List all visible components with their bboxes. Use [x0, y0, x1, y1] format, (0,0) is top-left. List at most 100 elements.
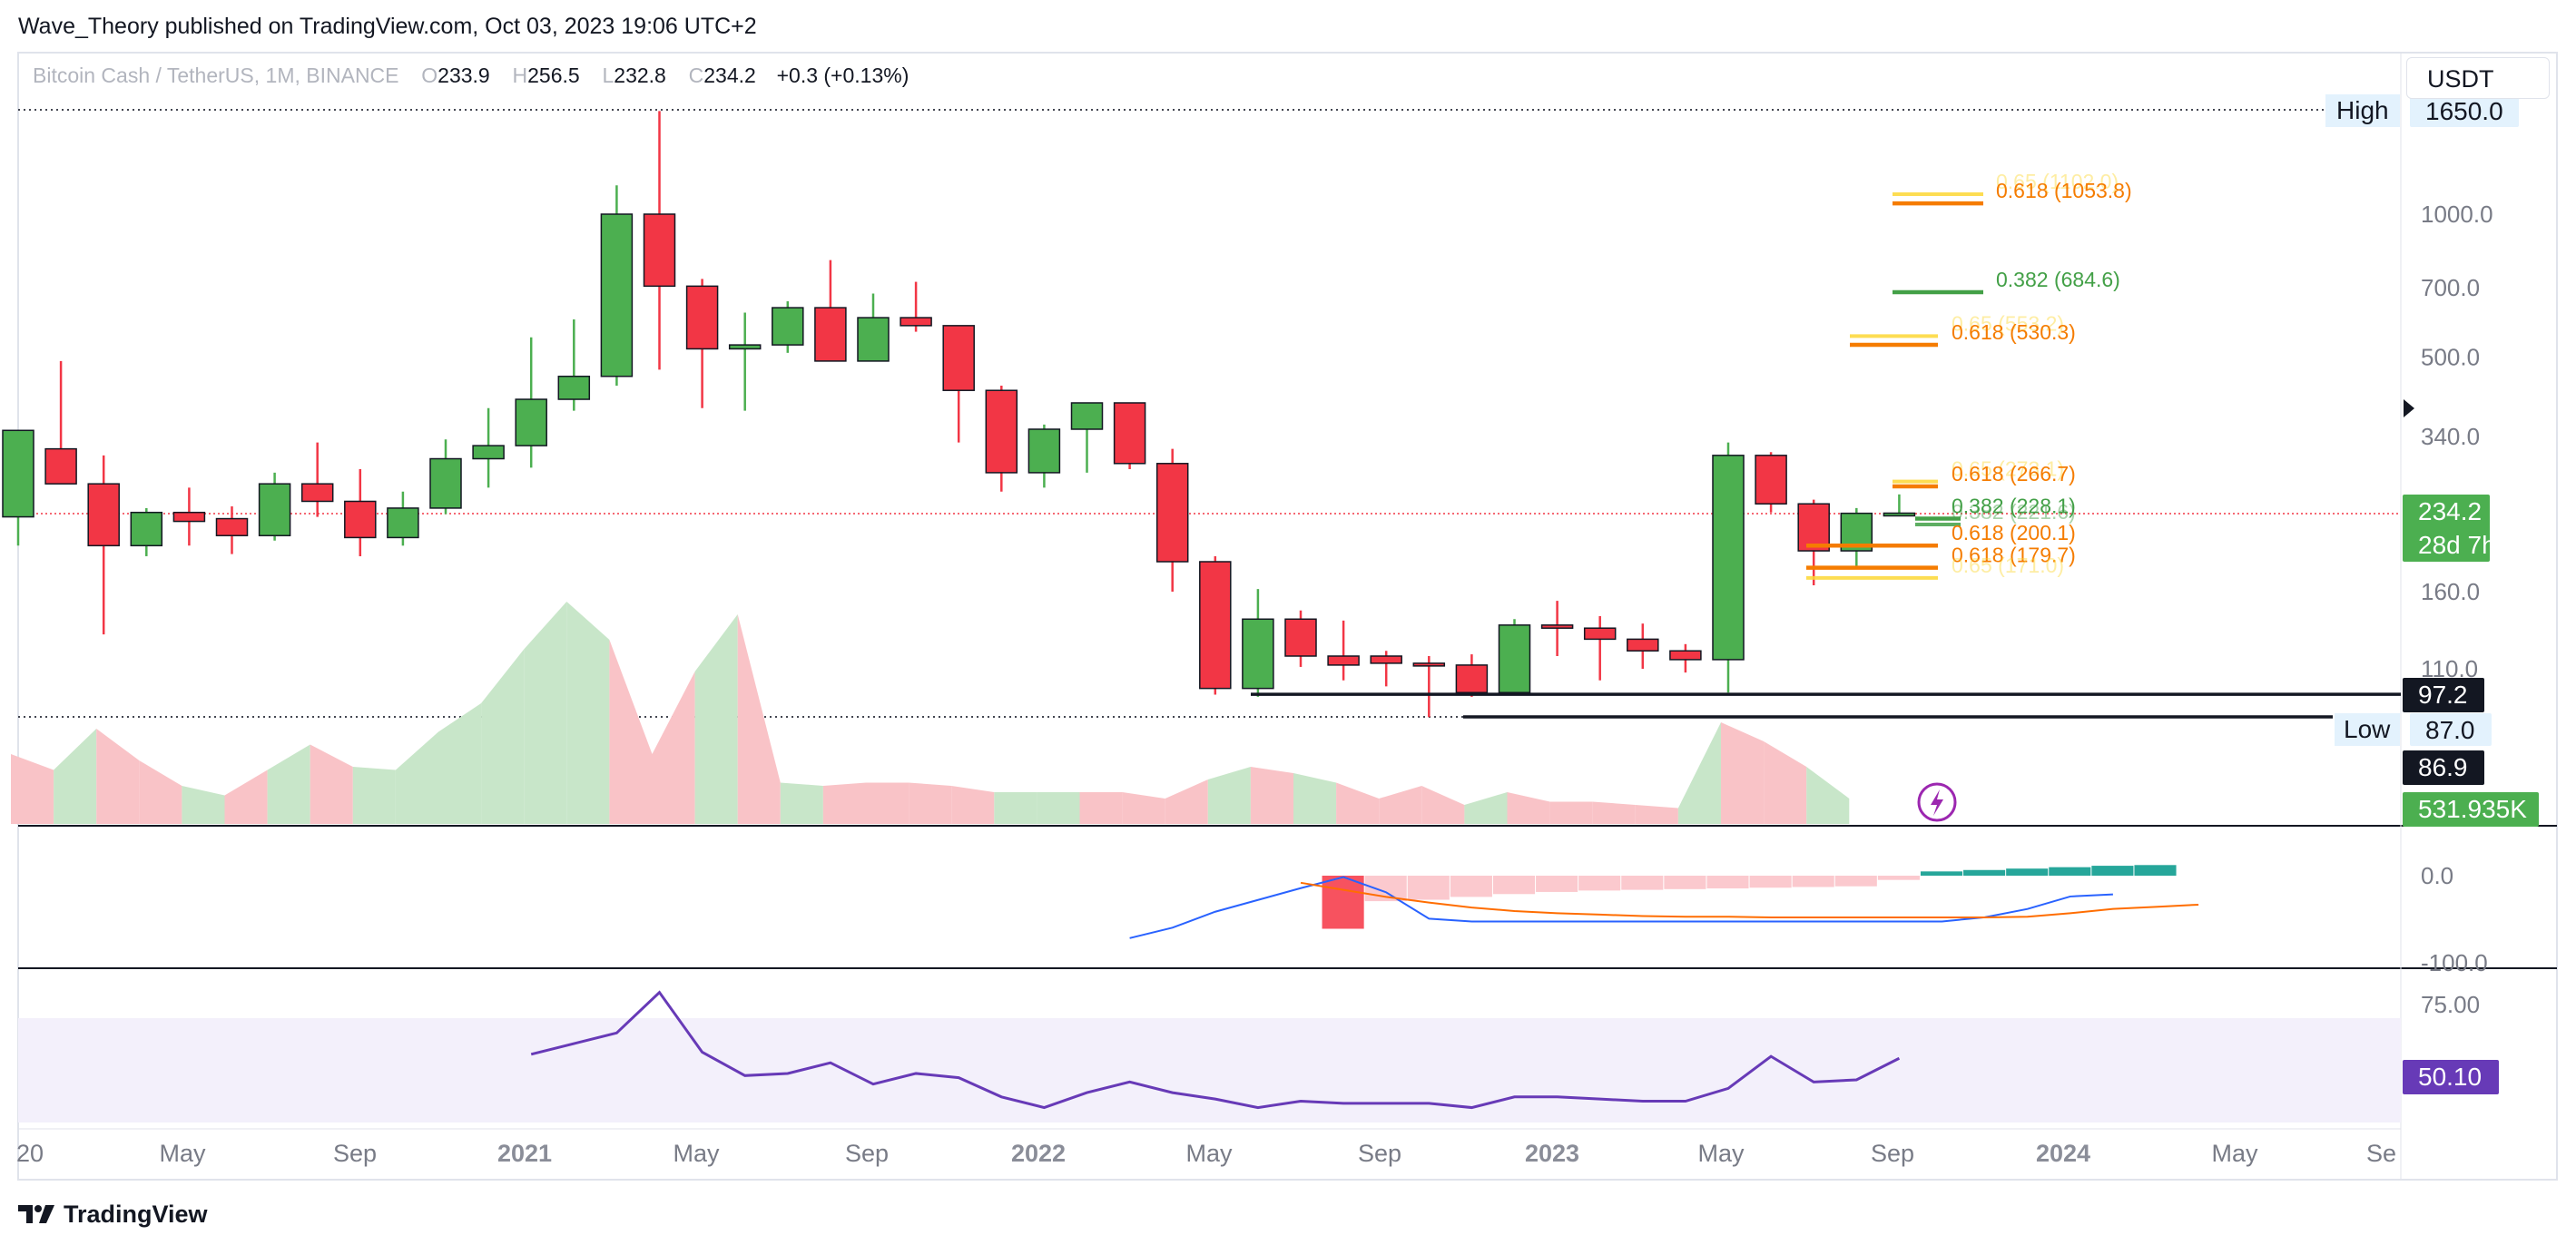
fib-level[interactable]: 0.65 (1102.0)	[1893, 170, 2119, 196]
candle-body	[87, 483, 120, 547]
candle[interactable]	[1370, 651, 1402, 687]
candle[interactable]	[1498, 619, 1531, 693]
chart-frame	[17, 52, 2558, 1181]
fib-layer: 0.65 (1102.0)0.618 (1053.8) 0.382 (684.6)…	[1806, 170, 2132, 580]
time-axis-label: 2024	[2036, 1140, 2090, 1167]
volume-segment	[1721, 722, 1765, 824]
candle[interactable]	[87, 455, 120, 635]
candle[interactable]	[942, 325, 975, 443]
macd-histogram-bar	[2091, 866, 2134, 876]
candle[interactable]	[1797, 499, 1830, 585]
candle[interactable]	[1199, 555, 1232, 695]
candle[interactable]	[172, 487, 206, 546]
candle[interactable]	[1755, 452, 1787, 513]
volume-segment	[1806, 767, 1850, 824]
candle-body	[1070, 402, 1104, 430]
volume-layer	[11, 602, 1850, 824]
candle[interactable]	[600, 185, 634, 386]
candle[interactable]	[814, 260, 847, 362]
candle[interactable]	[1242, 589, 1274, 697]
footer-brand-name: TradingView	[64, 1200, 208, 1228]
candle[interactable]	[1327, 620, 1360, 681]
volume-segment	[1293, 773, 1337, 824]
price-tag: 97.2	[2403, 678, 2484, 712]
fib-level[interactable]: 0.382 (221.6)	[1915, 500, 2076, 527]
candle[interactable]	[1712, 442, 1745, 693]
candle-body	[1669, 650, 1702, 661]
fib-level[interactable]: 0.618 (266.7)	[1893, 462, 2076, 489]
volume-segment	[1037, 792, 1080, 824]
lightning-icon[interactable]	[1917, 782, 1957, 822]
time-axis-label: Se	[2366, 1140, 2396, 1167]
fib-level[interactable]: 0.382 (684.6)	[1893, 268, 2120, 295]
candle-body	[1540, 624, 1574, 629]
scroll-arrow-icon[interactable]	[2404, 399, 2414, 417]
candle[interactable]	[1583, 616, 1617, 681]
volume-segment	[1635, 805, 1678, 824]
candle[interactable]	[1540, 601, 1574, 656]
fib-level[interactable]: 0.65 (171.0)	[1806, 554, 2064, 580]
price-axis-label: 1000.0	[2421, 201, 2493, 228]
fib-level-label: 0.618 (200.1)	[1952, 521, 2076, 544]
candle[interactable]	[857, 293, 890, 362]
volume-segment	[54, 729, 97, 824]
candle[interactable]	[130, 507, 163, 556]
candle[interactable]	[2, 429, 34, 546]
candle[interactable]	[900, 281, 932, 332]
footer-brand[interactable]: TradingView	[18, 1198, 208, 1230]
candle[interactable]	[1455, 654, 1489, 697]
symbol-title[interactable]: Bitcoin Cash / TetherUS, 1M, BINANCE	[33, 64, 399, 87]
currency-button[interactable]: USDT	[2406, 57, 2550, 99]
time-axis-label: 2023	[1525, 1140, 1579, 1167]
volume-segment	[1379, 786, 1422, 824]
time-axis-label: Sep	[845, 1140, 889, 1167]
fib-level[interactable]: 0.618 (200.1)	[1806, 521, 2076, 548]
candle[interactable]	[515, 337, 547, 468]
candle[interactable]	[1883, 494, 1916, 517]
time-axis-label: 2021	[497, 1140, 552, 1167]
volume-segment	[737, 614, 781, 824]
volume-segment	[994, 792, 1037, 824]
volume-segment	[1764, 741, 1807, 824]
candle[interactable]	[300, 442, 334, 517]
time-axis-label: Sep	[1871, 1140, 1914, 1167]
candle[interactable]	[1027, 424, 1061, 488]
candle[interactable]	[1155, 448, 1189, 592]
candle[interactable]	[643, 111, 676, 370]
candle-body	[1455, 664, 1489, 693]
candle-body	[1583, 627, 1617, 641]
fib-level-label: 0.618 (179.7)	[1952, 544, 2076, 567]
fib-level[interactable]: 0.65 (553.2)	[1850, 311, 2064, 338]
candle[interactable]	[387, 491, 419, 546]
candle[interactable]	[557, 319, 591, 411]
candle[interactable]	[1840, 507, 1873, 568]
time-axis-label: May	[673, 1140, 720, 1167]
published-by: Wave_Theory published on TradingView.com…	[18, 14, 757, 39]
close-label: C	[688, 64, 704, 87]
candle[interactable]	[258, 472, 291, 541]
candle[interactable]	[1627, 623, 1659, 669]
fib-level[interactable]: 0.382 (228.1)	[1915, 494, 2076, 521]
candle[interactable]	[1070, 402, 1104, 473]
candle[interactable]	[685, 279, 719, 408]
candle[interactable]	[472, 407, 505, 488]
candle[interactable]	[772, 301, 804, 353]
candle[interactable]	[1669, 643, 1702, 673]
candle[interactable]	[985, 385, 1018, 492]
time-axis-label: May	[2211, 1140, 2258, 1167]
candle[interactable]	[728, 312, 762, 411]
fib-level[interactable]: 0.65 (273.1)	[1893, 457, 2064, 484]
price-tag: 87.0	[2410, 713, 2492, 746]
fib-level[interactable]: 0.618 (1053.8)	[1893, 179, 2132, 206]
fib-level[interactable]: 0.618 (179.7)	[1806, 544, 2076, 570]
candle[interactable]	[1284, 610, 1317, 667]
fib-level[interactable]: 0.618 (530.3)	[1850, 320, 2076, 348]
candle[interactable]	[429, 439, 462, 515]
candle[interactable]	[44, 360, 77, 485]
fib-level-label: 0.382 (684.6)	[1996, 268, 2120, 291]
candle[interactable]	[344, 468, 377, 556]
candle[interactable]	[1412, 655, 1446, 718]
candle[interactable]	[215, 506, 249, 554]
candle[interactable]	[1113, 402, 1146, 469]
